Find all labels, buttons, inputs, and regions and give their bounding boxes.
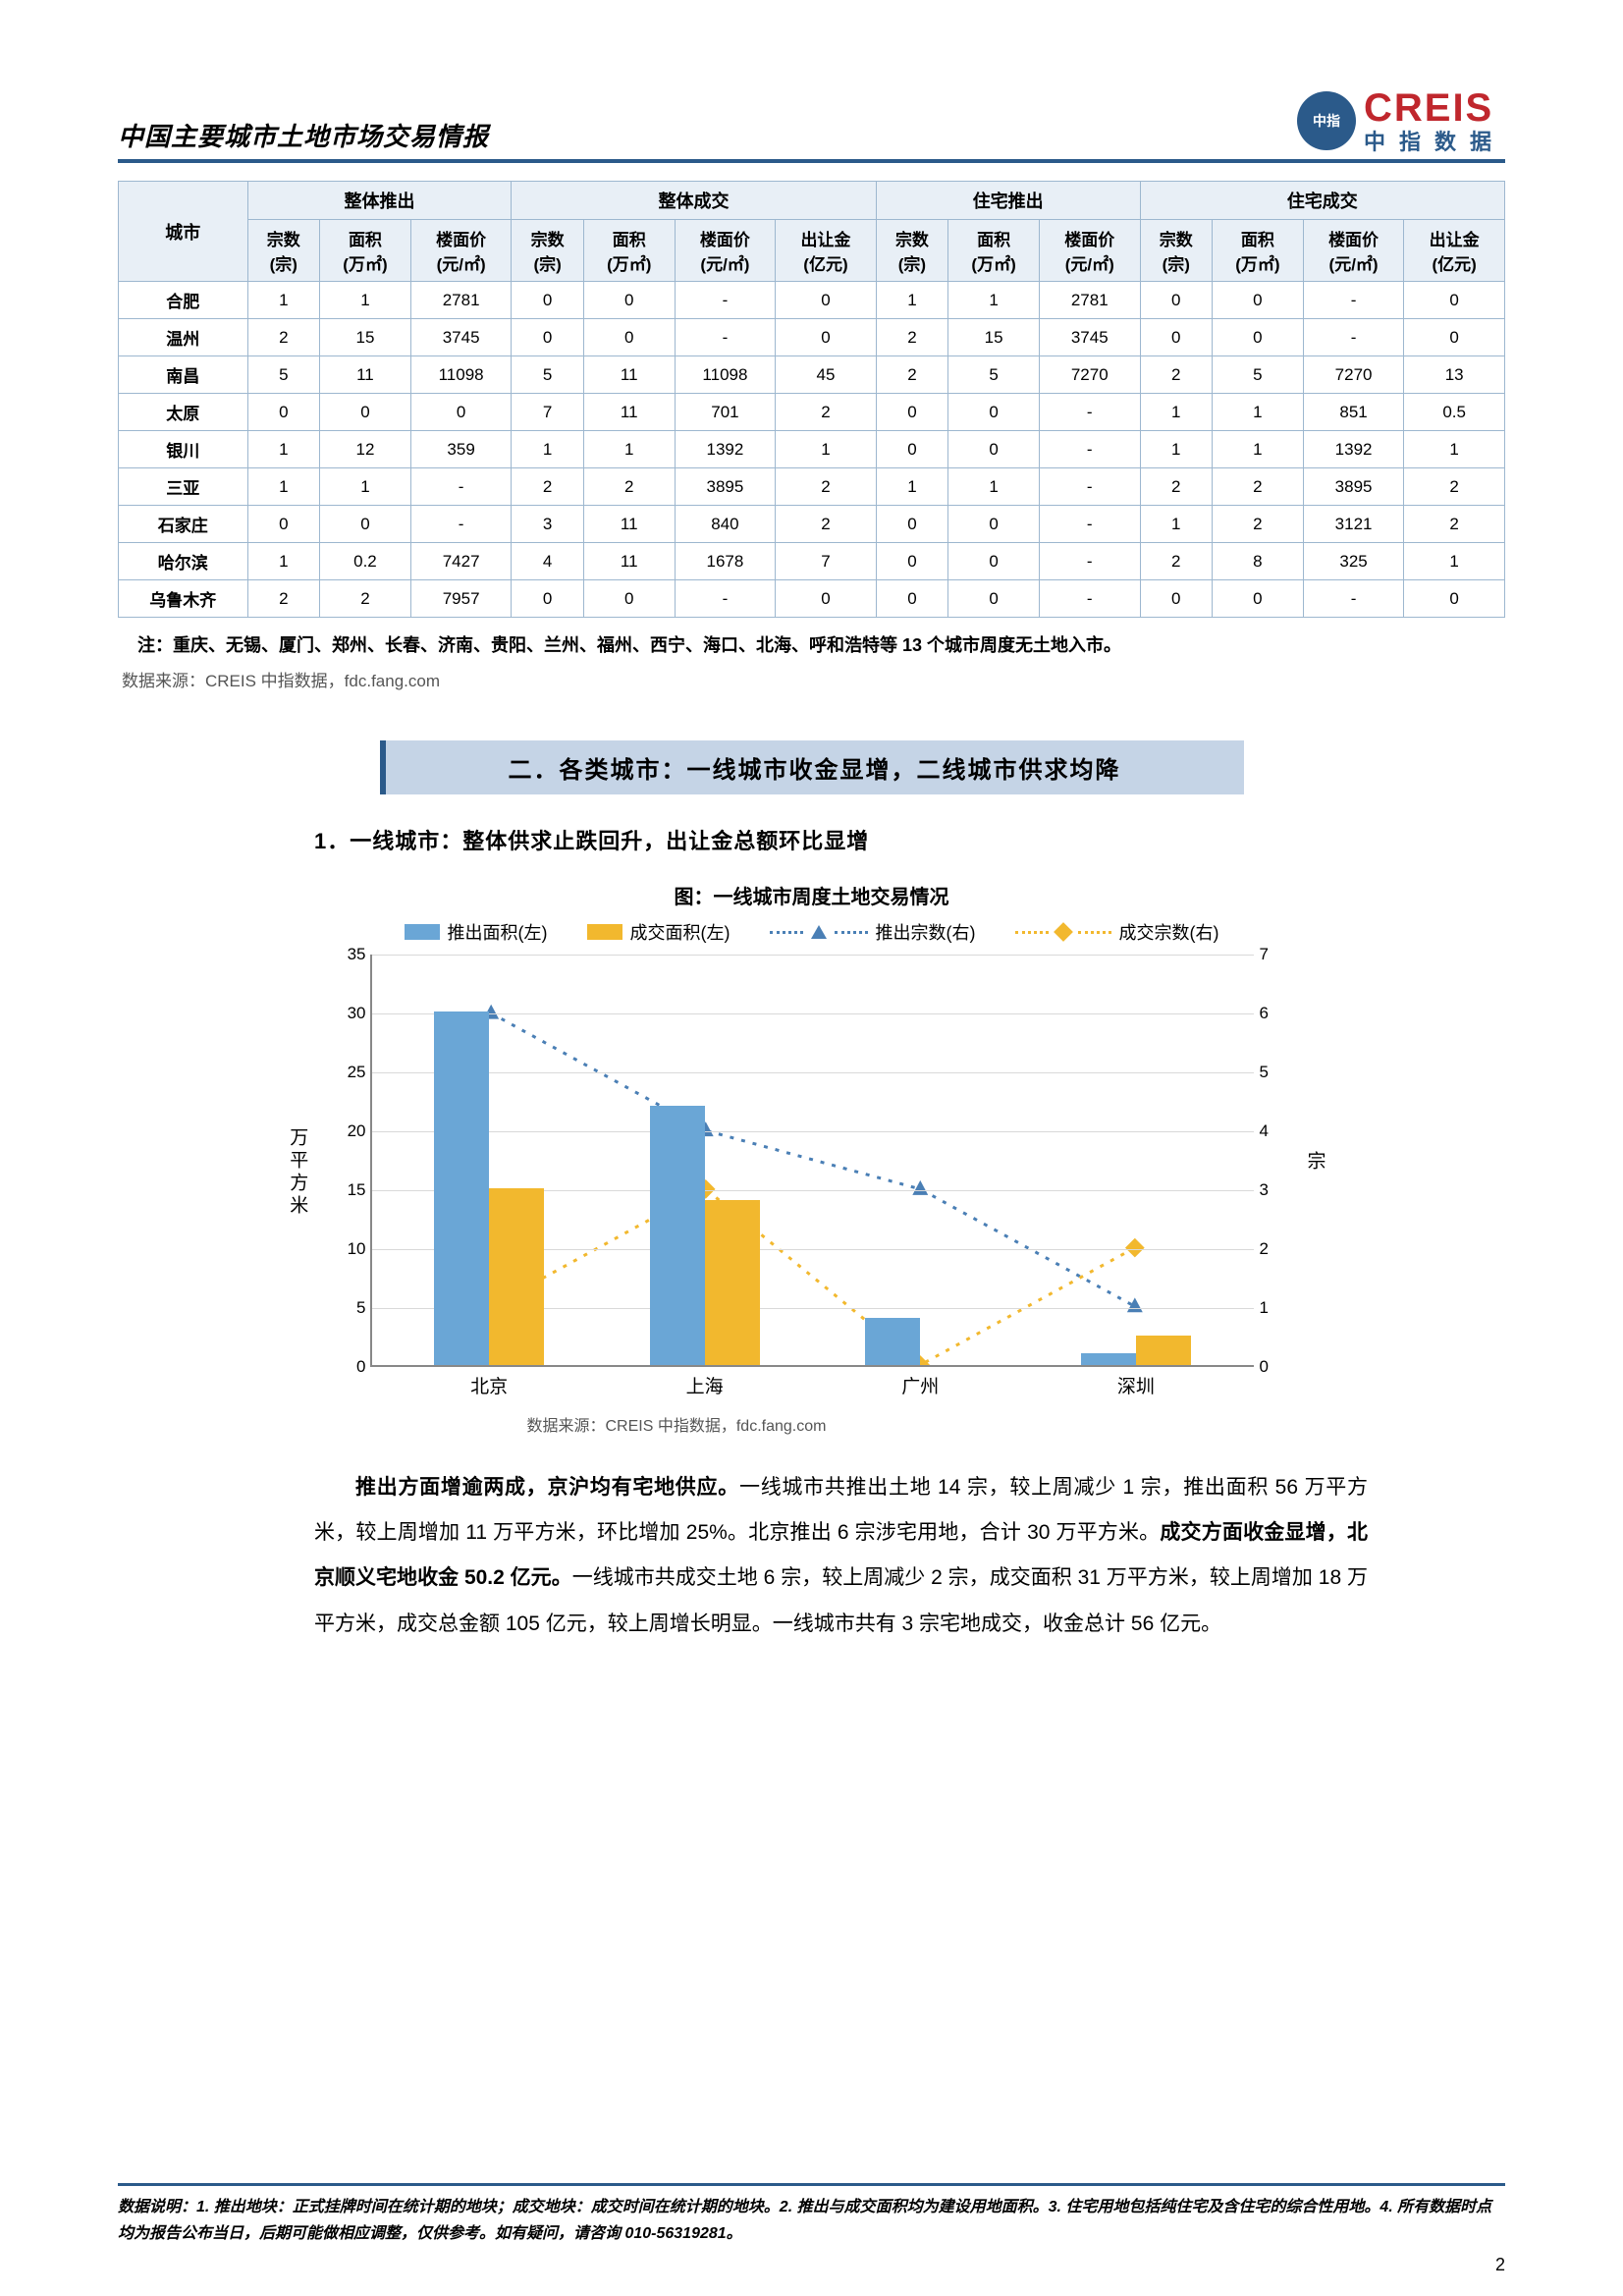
page-footer: 数据说明：1. 推出地块：正式挂牌时间在统计期的地块；成交地块：成交时间在统计期… bbox=[118, 2183, 1505, 2247]
col-sub: 出让金(亿元) bbox=[1404, 220, 1505, 282]
col-sub: 楼面价(元/㎡) bbox=[675, 220, 776, 282]
col-sub: 宗数(宗) bbox=[876, 220, 947, 282]
section-banner: 二．各类城市：一线城市收金显增，二线城市供求均降 bbox=[380, 740, 1244, 794]
y-axis-left-label: 万平方米 bbox=[286, 1127, 308, 1218]
col-sub: 楼面价(元/㎡) bbox=[410, 220, 512, 282]
chart-source: 数据来源：CREIS 中指数据，fdc.fang.com bbox=[527, 1412, 1313, 1436]
legend-l4: 成交宗数(右) bbox=[1119, 919, 1219, 945]
legend-swatch-yellow bbox=[587, 924, 622, 940]
col-sub: 出让金(亿元) bbox=[776, 220, 877, 282]
table-row: 乌鲁木齐22795700-000-00-0 bbox=[119, 580, 1505, 618]
col-sub: 宗数(宗) bbox=[247, 220, 319, 282]
legend-dotline-orange bbox=[1015, 931, 1049, 934]
table-row: 石家庄00-311840200-1231212 bbox=[119, 506, 1505, 543]
chart-legend: 推出面积(左) 成交面积(左) 推出宗数(右) 成交宗数(右) bbox=[311, 919, 1313, 945]
sub-heading: 1．一线城市：整体供求止跌回升，出让金总额环比显增 bbox=[314, 824, 1505, 855]
col-sub: 楼面价(元/㎡) bbox=[1040, 220, 1141, 282]
col-sub: 楼面价(元/㎡) bbox=[1303, 220, 1404, 282]
legend-l2: 成交面积(左) bbox=[630, 919, 730, 945]
col-sub: 宗数(宗) bbox=[1140, 220, 1212, 282]
page-number: 2 bbox=[1495, 2250, 1505, 2280]
col-sub: 面积(万㎡) bbox=[948, 220, 1040, 282]
table-row: 三亚11-223895211-2238952 bbox=[119, 468, 1505, 506]
logo-sub-text: 中指数据 bbox=[1364, 132, 1505, 153]
col-sub: 面积(万㎡) bbox=[320, 220, 411, 282]
col-sub: 宗数(宗) bbox=[512, 220, 583, 282]
table-row: 哈尔滨10.274274111678700-283251 bbox=[119, 543, 1505, 580]
col-sub: 面积(万㎡) bbox=[1212, 220, 1303, 282]
city-land-table: 城市整体推出整体成交住宅推出住宅成交宗数(宗)面积(万㎡)楼面价(元/㎡)宗数(… bbox=[118, 181, 1505, 618]
table-row: 南昌51111098511110984525727025727013 bbox=[119, 356, 1505, 394]
table-header: 城市整体推出整体成交住宅推出住宅成交宗数(宗)面积(万㎡)楼面价(元/㎡)宗数(… bbox=[119, 182, 1505, 282]
logo-circle-icon bbox=[1297, 91, 1356, 150]
chart-plot-area: 万平方米 宗 0510152025303501234567北京上海广州深圳 bbox=[370, 955, 1254, 1367]
table-row: 太原000711701200-118510.5 bbox=[119, 394, 1505, 431]
legend-l3: 推出宗数(右) bbox=[876, 919, 976, 945]
footer-text: 数据说明：1. 推出地块：正式挂牌时间在统计期的地块；成交地块：成交时间在统计期… bbox=[118, 2199, 1491, 2242]
page-header: 中国主要城市土地市场交易情报 CREIS 中指数据 bbox=[118, 88, 1505, 163]
table-row: 温州215374500-0215374500-0 bbox=[119, 319, 1505, 356]
chart-title: 图：一线城市周度土地交易情况 bbox=[311, 881, 1313, 909]
col-group: 整体成交 bbox=[512, 182, 876, 220]
legend-swatch-blue bbox=[405, 924, 440, 940]
body-bold-1: 推出方面增逾两成，京沪均有宅地供应。 bbox=[355, 1476, 739, 1499]
legend-dotline-blue bbox=[770, 931, 803, 934]
table-row: 银川112359111392100-1113921 bbox=[119, 431, 1505, 468]
col-group: 整体推出 bbox=[247, 182, 512, 220]
table-body: 合肥11278100-011278100-0温州215374500-021537… bbox=[119, 282, 1505, 618]
triangle-marker-icon bbox=[811, 925, 827, 939]
col-group: 住宅推出 bbox=[876, 182, 1140, 220]
y-axis-right-label: 宗 bbox=[1307, 1147, 1325, 1174]
table-row: 合肥11278100-011278100-0 bbox=[119, 282, 1505, 319]
tier1-chart: 图：一线城市周度土地交易情况 推出面积(左) 成交面积(左) 推出宗数(右) 成… bbox=[311, 881, 1313, 1436]
body-paragraph: 推出方面增逾两成，京沪均有宅地供应。一线城市共推出土地 14 宗，较上周减少 1… bbox=[314, 1465, 1368, 1647]
col-sub: 面积(万㎡) bbox=[583, 220, 675, 282]
col-group: 住宅成交 bbox=[1140, 182, 1504, 220]
report-title: 中国主要城市土地市场交易情报 bbox=[118, 117, 489, 153]
diamond-marker-icon bbox=[1054, 922, 1073, 942]
table-source: 数据来源：CREIS 中指数据，fdc.fang.com bbox=[118, 667, 1505, 691]
table-note: 注：重庆、无锡、厦门、郑州、长春、济南、贵阳、兰州、福州、西宁、海口、北海、呼和… bbox=[118, 631, 1505, 657]
col-city: 城市 bbox=[119, 182, 248, 282]
legend-l1: 推出面积(左) bbox=[448, 919, 548, 945]
creis-logo: CREIS 中指数据 bbox=[1297, 88, 1505, 153]
logo-main-text: CREIS bbox=[1364, 88, 1505, 128]
